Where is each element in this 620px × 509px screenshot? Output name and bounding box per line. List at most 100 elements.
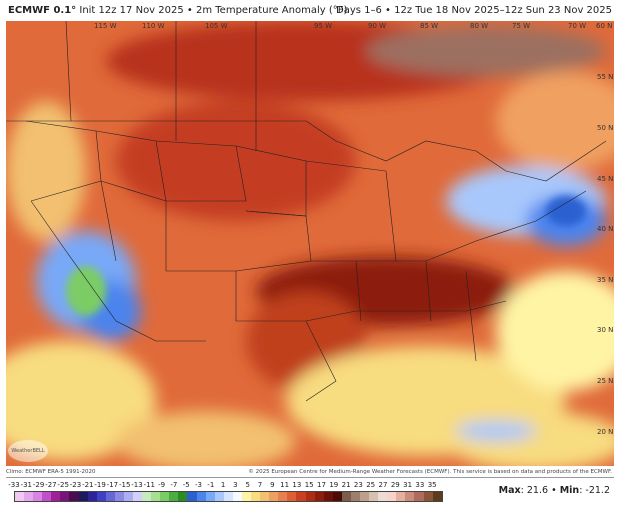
colorbar-tick-label: -25 [57, 481, 69, 489]
separator: • [548, 485, 560, 496]
lat-label: 20 N [597, 428, 614, 436]
colorbar-tick-label: -23 [69, 481, 82, 489]
max-min-readout: Max: 21.6 • Min: -21.2 [499, 485, 610, 496]
colorbar-tick-label: -31 [20, 481, 33, 489]
colorbar-tick-label: -1 [207, 481, 215, 489]
colorbar-swatch [369, 492, 379, 501]
colorbar-tick-label: 11 [280, 481, 290, 489]
colorbar-tick-label: 29 [390, 481, 400, 489]
colorbar-swatch [223, 492, 233, 501]
colorbar-swatch [123, 492, 134, 501]
colorbar-tick-label: 31 [403, 481, 413, 489]
colorbar-swatch [160, 492, 170, 501]
colorbar-swatch [178, 492, 188, 501]
colorbar-swatch [15, 492, 25, 501]
colorbar-tick-label: 19 [329, 481, 339, 489]
colorbar-tick-label: -3 [195, 481, 202, 489]
colorbar-swatch [205, 492, 215, 501]
colorbar-tick-label: 9 [270, 481, 275, 489]
colorbar-tick-label: -11 [143, 481, 156, 489]
colorbar-swatch [278, 492, 288, 501]
colorbar-tick-label: -5 [182, 481, 190, 489]
colorbar-swatch [359, 492, 370, 501]
colorbar-swatch [232, 492, 242, 501]
colorbar-tick-label: -19 [94, 481, 106, 489]
lon-label: 85 W [420, 22, 439, 30]
colorbar-swatch [378, 492, 388, 501]
colorbar-swatch [350, 492, 360, 501]
max-value: : 21.6 [520, 485, 549, 496]
climo-note: Climo: ECMWF ERA-5 1991-2020 [6, 469, 96, 475]
colorbar-swatch [142, 492, 152, 501]
map-title: ECMWF 0.1° Init 12z 17 Nov 2025 • 2m Tem… [8, 5, 347, 16]
colorbar-tick-label: -9 [158, 481, 166, 489]
lat-label: 55 N [597, 73, 614, 81]
colorbar-swatch [251, 492, 261, 501]
colorbar-swatch [151, 492, 161, 501]
colorbar-tick-label: 35 [427, 481, 437, 489]
colorbar-tick-label: -29 [32, 481, 45, 489]
colorbar-swatch [169, 492, 179, 501]
colorbar-swatch [332, 492, 342, 501]
colorbar-tick-label: 17 [317, 481, 326, 489]
max-label: Max [498, 485, 521, 496]
colorbar-swatch [214, 492, 224, 501]
colorbar-swatch [96, 492, 106, 501]
temperature-anomaly-map [0, 20, 620, 471]
weatherbell-logo: WeatherBELL [8, 440, 48, 462]
colorbar-swatch [432, 492, 442, 501]
lon-label: 115 W [94, 22, 117, 30]
copyright-note: © 2025 European Centre for Medium-Range … [248, 469, 612, 475]
colorbar-ticks: -33 -31 -29 -27 -25 -23 -21 -19 -17 -15 -13 -11 -9 -7… [8, 481, 442, 491]
colorbar-swatch [396, 492, 406, 501]
colorbar-swatch [269, 492, 279, 501]
colorbar-swatch [87, 492, 97, 501]
colorbar-swatch [414, 492, 424, 501]
colorbar-tick-label: 3 [233, 481, 238, 489]
colorbar-tick-label: -13 [131, 481, 143, 489]
colorbar-swatch [33, 492, 43, 501]
lat-label: 60 N [596, 22, 613, 30]
colorbar-tick-label: 5 [245, 481, 250, 489]
colorbar-swatch [387, 492, 397, 501]
colorbar-tick-label: 21 [341, 481, 351, 489]
colorbar-swatch [196, 492, 206, 501]
lon-label: 110 W [142, 22, 165, 30]
colorbar-swatch [60, 492, 70, 501]
min-label: Min [559, 485, 580, 496]
colorbar-swatch [260, 492, 270, 501]
colorbar-swatch [314, 492, 324, 501]
lon-label: 80 W [470, 22, 489, 30]
colorbar-swatch [296, 492, 306, 501]
colorbar-tick-label: 23 [353, 481, 363, 489]
lat-label: 30 N [597, 326, 614, 334]
lat-label: 40 N [597, 225, 614, 233]
colorbar-tick-label: 27 [378, 481, 388, 489]
colorbar-swatch [341, 492, 351, 501]
colorbar-tick-label: -33 [8, 481, 20, 489]
lat-label: 35 N [597, 276, 614, 284]
model-name: ECMWF 0.1° [8, 5, 77, 16]
colorbar-swatch [69, 492, 79, 501]
lat-label: 25 N [597, 377, 614, 385]
lon-label: 95 W [314, 22, 333, 30]
colorbar-tick-label: -7 [170, 481, 178, 489]
colorbar-tick-label: -21 [82, 481, 94, 489]
colorbar-swatch [133, 492, 143, 501]
colorbar-swatch [287, 492, 297, 501]
divider [6, 477, 614, 478]
colorbar-swatch [305, 492, 315, 501]
colorbar-tick-label: -17 [106, 481, 119, 489]
colorbar-swatch [187, 492, 197, 501]
colorbar-tick-label: 15 [304, 481, 314, 489]
colorbar-swatch [42, 492, 52, 501]
colorbar-swatch [105, 492, 115, 501]
init-text: Init 12z 17 Nov 2025 • 2m Temperature An… [76, 5, 348, 16]
colorbar-tick-label: 33 [415, 481, 425, 489]
colorbar-swatch [24, 492, 34, 501]
lat-label: 45 N [597, 175, 614, 183]
colorbar-swatch [423, 492, 433, 501]
state-borders [6, 20, 607, 402]
valid-period: Days 1–6 • 12z Tue 18 Nov 2025–12z Sun 2… [336, 5, 612, 16]
colorbar-swatch [114, 492, 124, 501]
